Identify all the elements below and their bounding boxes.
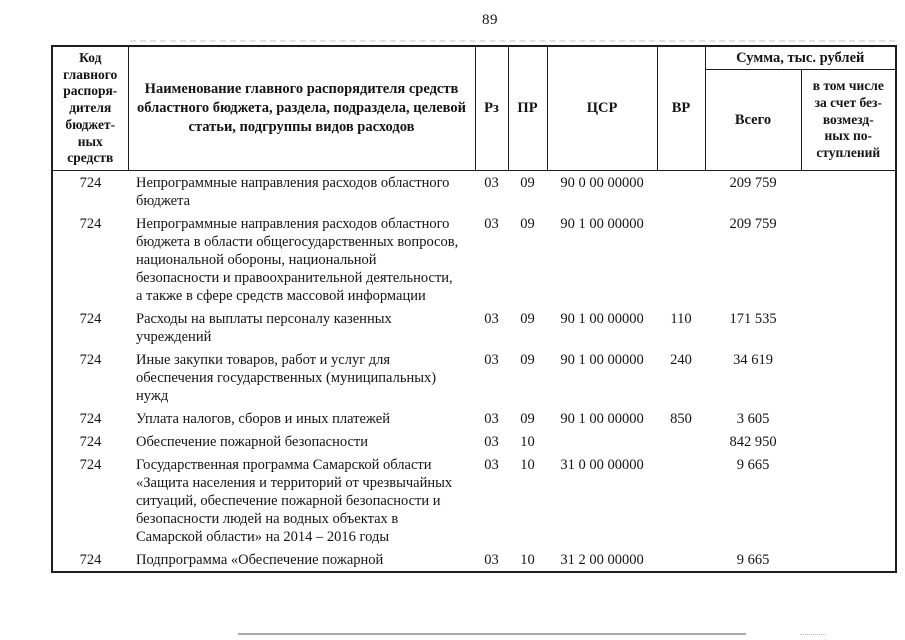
cell-name: Непрограммные направления расходов облас… [136,216,459,304]
cell-gratuitous [801,212,896,307]
header-name: Наименование главного распорядителя сред… [127,45,476,171]
cell-csr: 90 1 00 00000 [560,411,644,427]
cell-gratuitous [801,307,896,348]
cell-code: 724 [79,311,102,327]
cell-gratuitous [801,171,896,213]
cell-csr: 31 2 00 00000 [560,552,644,568]
cell-rz: 03 [484,411,499,427]
header-total: Всего [704,69,802,171]
table-row: 724 Подпрограмма «Обеспечение пожарной 0… [52,548,896,572]
cell-code: 724 [79,457,102,473]
cell-name: Уплата налогов, сборов и иных платежей [136,411,390,427]
header-csr: ЦСР [546,45,658,171]
cell-total: 842 950 [729,434,777,450]
cell-name: Обеспечение пожарной безопасности [136,434,369,450]
cell-pr: 09 [520,175,535,191]
header-gratuitous: в том числе за счет без- возмезд- ных по… [800,69,897,171]
cell-csr: 90 0 00 00000 [560,175,644,191]
cell-csr: 31 0 00 00000 [560,457,644,473]
cell-code: 724 [79,216,102,232]
cell-total: 9 665 [736,457,770,473]
cell-name: Иные закупки товаров, работ и услуг для … [136,352,437,404]
cell-csr: 90 1 00 00000 [560,216,644,232]
cell-total: 209 759 [729,175,777,191]
cell-total: 9 665 [736,552,770,568]
scan-artifact-bottom-dots [800,634,826,635]
cell-name: Расходы на выплаты персоналу казенных уч… [136,311,392,345]
page-number: 89 [482,12,498,28]
cell-gratuitous [801,348,896,407]
cell-vr: 110 [670,311,692,327]
cell-total: 34 619 [733,352,773,368]
cell-code: 724 [79,434,102,450]
cell-pr: 09 [520,411,535,427]
table-row: 724 Непрограммные направления расходов о… [52,212,896,307]
header-pr: ПР [507,45,548,171]
header-row-top: Код главного распоря- дителя бюджет- ных… [51,45,897,171]
cell-csr: 90 1 00 00000 [560,311,644,327]
cell-vr [657,548,705,572]
cell-rz: 03 [484,216,499,232]
cell-total: 171 535 [729,311,777,327]
cell-csr [547,430,657,453]
cell-vr [657,430,705,453]
cell-pr: 10 [520,457,535,473]
cell-pr: 10 [520,552,535,568]
cell-rz: 03 [484,434,499,450]
cell-total: 3 605 [736,411,770,427]
table-row: 724 Уплата налогов, сборов и иных платеж… [52,407,896,430]
cell-total: 209 759 [729,216,777,232]
cell-vr [657,453,705,548]
header-rz: Рз [474,45,509,171]
scan-artifact-bottom-line [238,633,746,635]
cell-rz: 03 [484,457,499,473]
cell-gratuitous [801,407,896,430]
scan-artifact-top-line [130,40,895,42]
header-vr: ВР [656,45,706,171]
table-row: 724 Иные закупки товаров, работ и услуг … [52,348,896,407]
cell-vr: 850 [670,411,692,427]
cell-code: 724 [79,552,102,568]
cell-code: 724 [79,352,102,368]
cell-rz: 03 [484,352,499,368]
header-row-sub: Всего в том числе за счет без- возмезд- … [52,69,897,171]
cell-vr: 240 [670,352,692,368]
cell-rz: 03 [484,311,499,327]
cell-name: Государственная программа Самарской обла… [136,457,453,545]
cell-rz: 03 [484,175,499,191]
cell-gratuitous [801,430,896,453]
cell-name: Непрограммные направления расходов облас… [136,175,450,209]
table-row: 724 Обеспечение пожарной безопасности 03… [52,430,896,453]
cell-csr: 90 1 00 00000 [560,352,644,368]
table-row: 724 Расходы на выплаты персоналу казенны… [52,307,896,348]
cell-code: 724 [79,411,102,427]
cell-vr [657,171,705,213]
cell-vr [657,212,705,307]
budget-table: Код главного распоря- дителя бюджет- ных… [51,45,898,573]
header-sum-group: Сумма, тыс. рублей [704,45,897,70]
cell-pr: 09 [520,311,535,327]
cell-gratuitous [801,453,896,548]
cell-name: Подпрограмма «Обеспечение пожарной [136,552,384,568]
table-header: Код главного распоря- дителя бюджет- ных… [51,45,897,171]
cell-pr: 09 [520,352,535,368]
table-row: 724 Государственная программа Самарской … [52,453,896,548]
cell-gratuitous [801,548,896,572]
cell-code: 724 [79,175,102,191]
header-code: Код главного распоря- дителя бюджет- ных… [51,45,129,171]
cell-pr: 10 [520,434,535,450]
table-row: 724 Непрограммные направления расходов о… [52,171,896,213]
cell-rz: 03 [484,552,499,568]
cell-pr: 09 [520,216,535,232]
table-body: 724 Непрограммные направления расходов о… [52,171,896,573]
